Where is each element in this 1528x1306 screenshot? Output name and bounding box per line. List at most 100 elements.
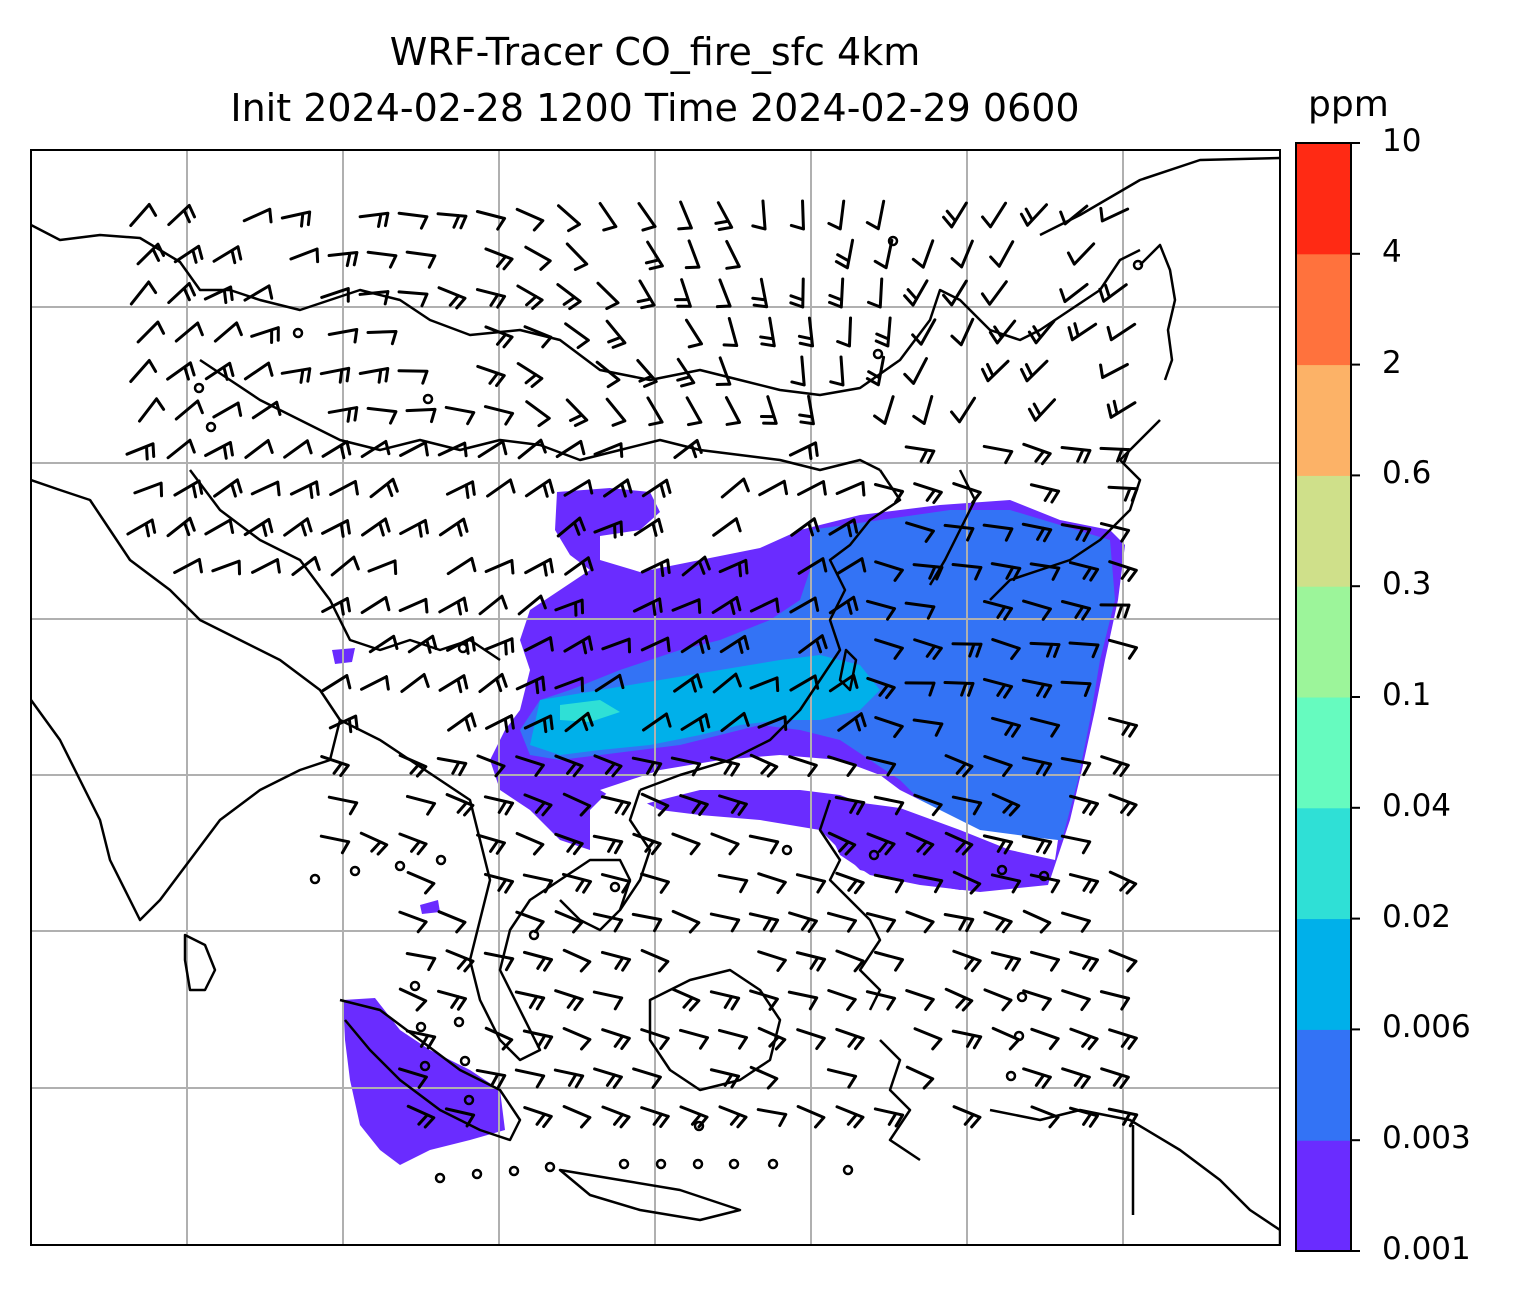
wind-barb xyxy=(553,1068,585,1089)
wind-barb xyxy=(712,672,742,694)
wind-barb xyxy=(1066,242,1096,266)
wind-barb xyxy=(991,1026,1021,1051)
wind-barb xyxy=(291,555,321,577)
wind-barb xyxy=(980,280,1008,306)
wind-barb xyxy=(678,1028,710,1050)
wind-barb xyxy=(642,712,672,732)
wind-barb xyxy=(366,406,398,425)
wind-barb xyxy=(125,442,156,461)
plume-core xyxy=(530,655,880,755)
colorbar-tick-label: 2 xyxy=(1382,344,1402,381)
wind-barb xyxy=(952,870,982,895)
wind-barb xyxy=(673,673,703,693)
wind-barb xyxy=(554,910,584,934)
coast-sumatra xyxy=(339,998,522,1142)
wind-barb xyxy=(725,239,741,270)
wind-barb xyxy=(1068,873,1100,894)
wind-barb xyxy=(1061,989,1091,1011)
wind-barb xyxy=(671,987,701,1012)
wind-barb xyxy=(991,638,1021,661)
wind-calm-marker xyxy=(463,1094,475,1106)
wind-barb xyxy=(398,1067,428,1089)
wind-barb xyxy=(836,316,853,348)
wind-barb xyxy=(212,245,243,265)
wind-barb xyxy=(243,284,274,302)
wind-barb xyxy=(280,367,312,384)
colorbar-segment xyxy=(1296,364,1351,476)
wind-barb xyxy=(983,988,1013,1012)
wind-barb xyxy=(796,1105,826,1129)
wind-barb xyxy=(436,756,468,777)
wind-calm-marker xyxy=(868,849,880,861)
wind-barb xyxy=(632,1067,662,1089)
map-frame xyxy=(30,149,1281,1246)
wind-barb xyxy=(1059,204,1089,226)
wind-barb xyxy=(1108,638,1138,660)
wind-barb xyxy=(563,479,594,497)
plume-small-patch-2 xyxy=(420,900,440,914)
wind-barb xyxy=(1030,1027,1060,1051)
colorbar-segment xyxy=(1296,918,1351,1030)
wind-barb xyxy=(789,277,805,309)
wind-barb xyxy=(637,202,657,232)
wind-barb xyxy=(709,912,741,933)
wind-barb xyxy=(1108,1028,1138,1050)
wind-barb xyxy=(903,357,928,385)
wind-barb xyxy=(1019,203,1049,227)
wind-barb xyxy=(757,715,788,731)
wind-barb xyxy=(211,559,242,576)
colorbar-segment xyxy=(1296,143,1351,255)
wind-barb xyxy=(1021,756,1053,777)
wind-barb xyxy=(173,479,204,499)
wind-barb xyxy=(596,281,620,311)
wind-barb xyxy=(603,478,633,498)
wind-barb xyxy=(321,596,351,616)
wind-barb xyxy=(828,518,859,538)
wind-barb xyxy=(905,989,935,1012)
wind-barb xyxy=(952,949,982,973)
wind-barb xyxy=(445,949,475,973)
wind-barb xyxy=(835,871,865,895)
wind-barb xyxy=(173,244,204,264)
wind-barb xyxy=(874,638,904,660)
wind-barb xyxy=(592,834,624,855)
wind-barb xyxy=(1107,716,1139,738)
wind-barb xyxy=(834,238,855,270)
wind-barb xyxy=(905,910,935,934)
wind-barb xyxy=(515,675,546,695)
wind-barb xyxy=(1029,873,1061,894)
wind-barb xyxy=(631,756,663,777)
wind-barb xyxy=(283,517,313,537)
wind-barb xyxy=(873,238,894,270)
wind-barb xyxy=(320,755,350,778)
wind-barb xyxy=(952,1105,982,1129)
wind-barb xyxy=(203,285,234,305)
wind-barb xyxy=(405,794,437,816)
wind-barb xyxy=(167,203,197,227)
wind-barb xyxy=(1107,485,1139,503)
wind-barb xyxy=(1029,641,1061,658)
wind-barb xyxy=(874,560,904,582)
wind-barb xyxy=(1059,282,1089,304)
wind-barb xyxy=(827,755,857,777)
wind-calm-marker xyxy=(872,348,884,360)
wind-barb xyxy=(718,1105,748,1129)
wind-barb xyxy=(1061,911,1091,933)
wind-barb xyxy=(204,440,234,460)
wind-barb xyxy=(748,912,780,933)
wind-barb xyxy=(640,1028,670,1051)
wind-barb xyxy=(749,989,779,1011)
wind-barb xyxy=(562,792,592,817)
wind-barb xyxy=(398,753,428,778)
wind-barb xyxy=(1099,446,1131,463)
wind-barb xyxy=(565,242,589,272)
wind-barb xyxy=(524,478,555,498)
wind-calm-marker xyxy=(409,980,421,992)
wind-barb xyxy=(1061,1067,1091,1089)
wind-barb xyxy=(476,833,506,855)
wind-barb xyxy=(1060,446,1092,464)
wind-barb xyxy=(517,594,547,616)
wind-barb xyxy=(484,558,515,575)
wind-barb xyxy=(601,637,632,654)
wind-barb xyxy=(983,910,1013,934)
